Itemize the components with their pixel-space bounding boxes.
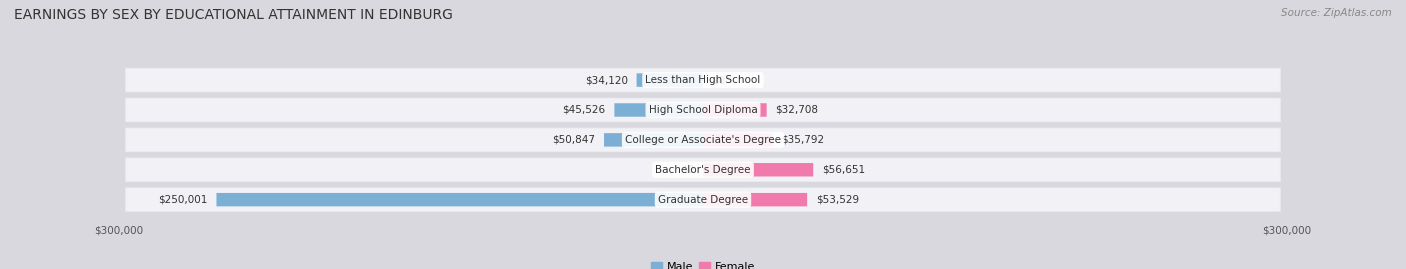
FancyBboxPatch shape [703, 103, 766, 117]
Text: Graduate Degree: Graduate Degree [658, 195, 748, 205]
FancyBboxPatch shape [125, 98, 1281, 122]
FancyBboxPatch shape [703, 193, 807, 206]
Text: $32,708: $32,708 [776, 105, 818, 115]
Text: $250,001: $250,001 [159, 195, 208, 205]
FancyBboxPatch shape [614, 103, 703, 117]
FancyBboxPatch shape [703, 133, 773, 147]
FancyBboxPatch shape [605, 133, 703, 147]
Text: High School Diploma: High School Diploma [648, 105, 758, 115]
FancyBboxPatch shape [125, 128, 1281, 152]
Text: Source: ZipAtlas.com: Source: ZipAtlas.com [1281, 8, 1392, 18]
FancyBboxPatch shape [127, 128, 1279, 151]
FancyBboxPatch shape [125, 187, 1281, 212]
FancyBboxPatch shape [125, 68, 1281, 92]
Text: EARNINGS BY SEX BY EDUCATIONAL ATTAINMENT IN EDINBURG: EARNINGS BY SEX BY EDUCATIONAL ATTAINMEN… [14, 8, 453, 22]
Text: College or Associate's Degree: College or Associate's Degree [626, 135, 780, 145]
Text: Less than High School: Less than High School [645, 75, 761, 85]
FancyBboxPatch shape [217, 193, 703, 206]
FancyBboxPatch shape [127, 188, 1279, 211]
FancyBboxPatch shape [703, 163, 813, 176]
FancyBboxPatch shape [127, 158, 1279, 181]
Text: Bachelor's Degree: Bachelor's Degree [655, 165, 751, 175]
Text: $35,792: $35,792 [782, 135, 824, 145]
Text: $45,526: $45,526 [562, 105, 606, 115]
Text: $0: $0 [681, 165, 695, 175]
Text: $34,120: $34,120 [585, 75, 628, 85]
Text: $0: $0 [711, 75, 725, 85]
Text: $56,651: $56,651 [823, 165, 865, 175]
FancyBboxPatch shape [127, 98, 1279, 122]
FancyBboxPatch shape [637, 73, 703, 87]
Legend: Male, Female: Male, Female [647, 257, 759, 269]
Text: $53,529: $53,529 [815, 195, 859, 205]
Text: $50,847: $50,847 [553, 135, 595, 145]
FancyBboxPatch shape [125, 158, 1281, 182]
FancyBboxPatch shape [127, 69, 1279, 92]
